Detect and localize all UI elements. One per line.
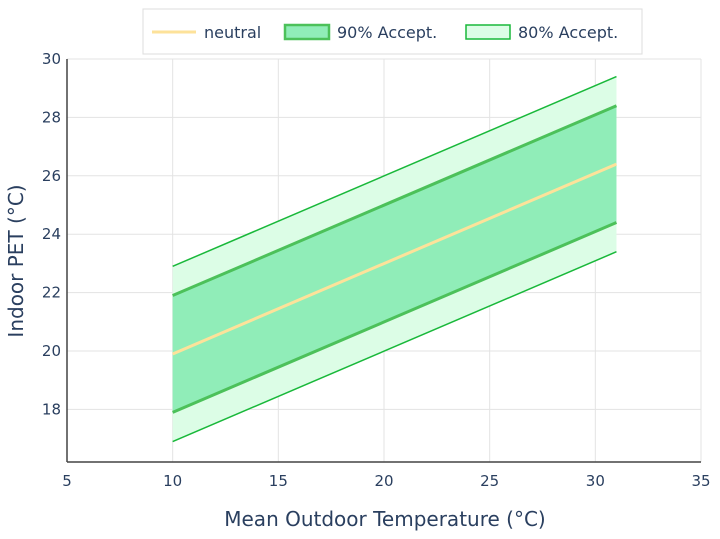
legend-swatch-80 [465, 24, 511, 40]
lines [172, 75, 618, 443]
y-tick-label: 18 [42, 400, 61, 418]
x-tick-label: 30 [586, 472, 605, 490]
neutral-line [172, 162, 618, 356]
y-tick-label: 26 [42, 167, 61, 185]
band-80-lower-line [172, 251, 617, 443]
legend: neutral 90% Accept. 80% Accept. [142, 8, 643, 55]
x-tick-label: 10 [163, 472, 182, 490]
y-axis-title: Indoor PET (°C) [4, 184, 28, 337]
ticks: 5 10 15 20 25 30 35 18 20 22 24 26 28 30 [42, 50, 711, 490]
legend-box [142, 8, 643, 55]
y-tick-label: 30 [42, 50, 61, 68]
y-tick-label: 28 [42, 108, 61, 126]
y-tick-label: 22 [42, 284, 61, 302]
y-tick-label: 24 [42, 225, 61, 243]
legend-label-90: 90% Accept. [337, 23, 437, 42]
x-tick-label: 35 [691, 472, 710, 490]
legend-label-80: 80% Accept. [518, 23, 618, 42]
band-90-lower-line [172, 221, 618, 414]
x-tick-label: 15 [269, 472, 288, 490]
y-tick-label: 20 [42, 342, 61, 360]
legend-swatch-90 [283, 23, 331, 41]
band-90-upper-line [172, 104, 618, 297]
band-80-upper-line [172, 75, 617, 268]
x-tick-label: 25 [480, 472, 499, 490]
x-axis-title: Mean Outdoor Temperature (°C) [224, 507, 545, 531]
legend-label-neutral: neutral [204, 23, 261, 42]
x-tick-label: 20 [374, 472, 393, 490]
x-tick-label: 5 [62, 472, 72, 490]
axes [66, 59, 701, 463]
